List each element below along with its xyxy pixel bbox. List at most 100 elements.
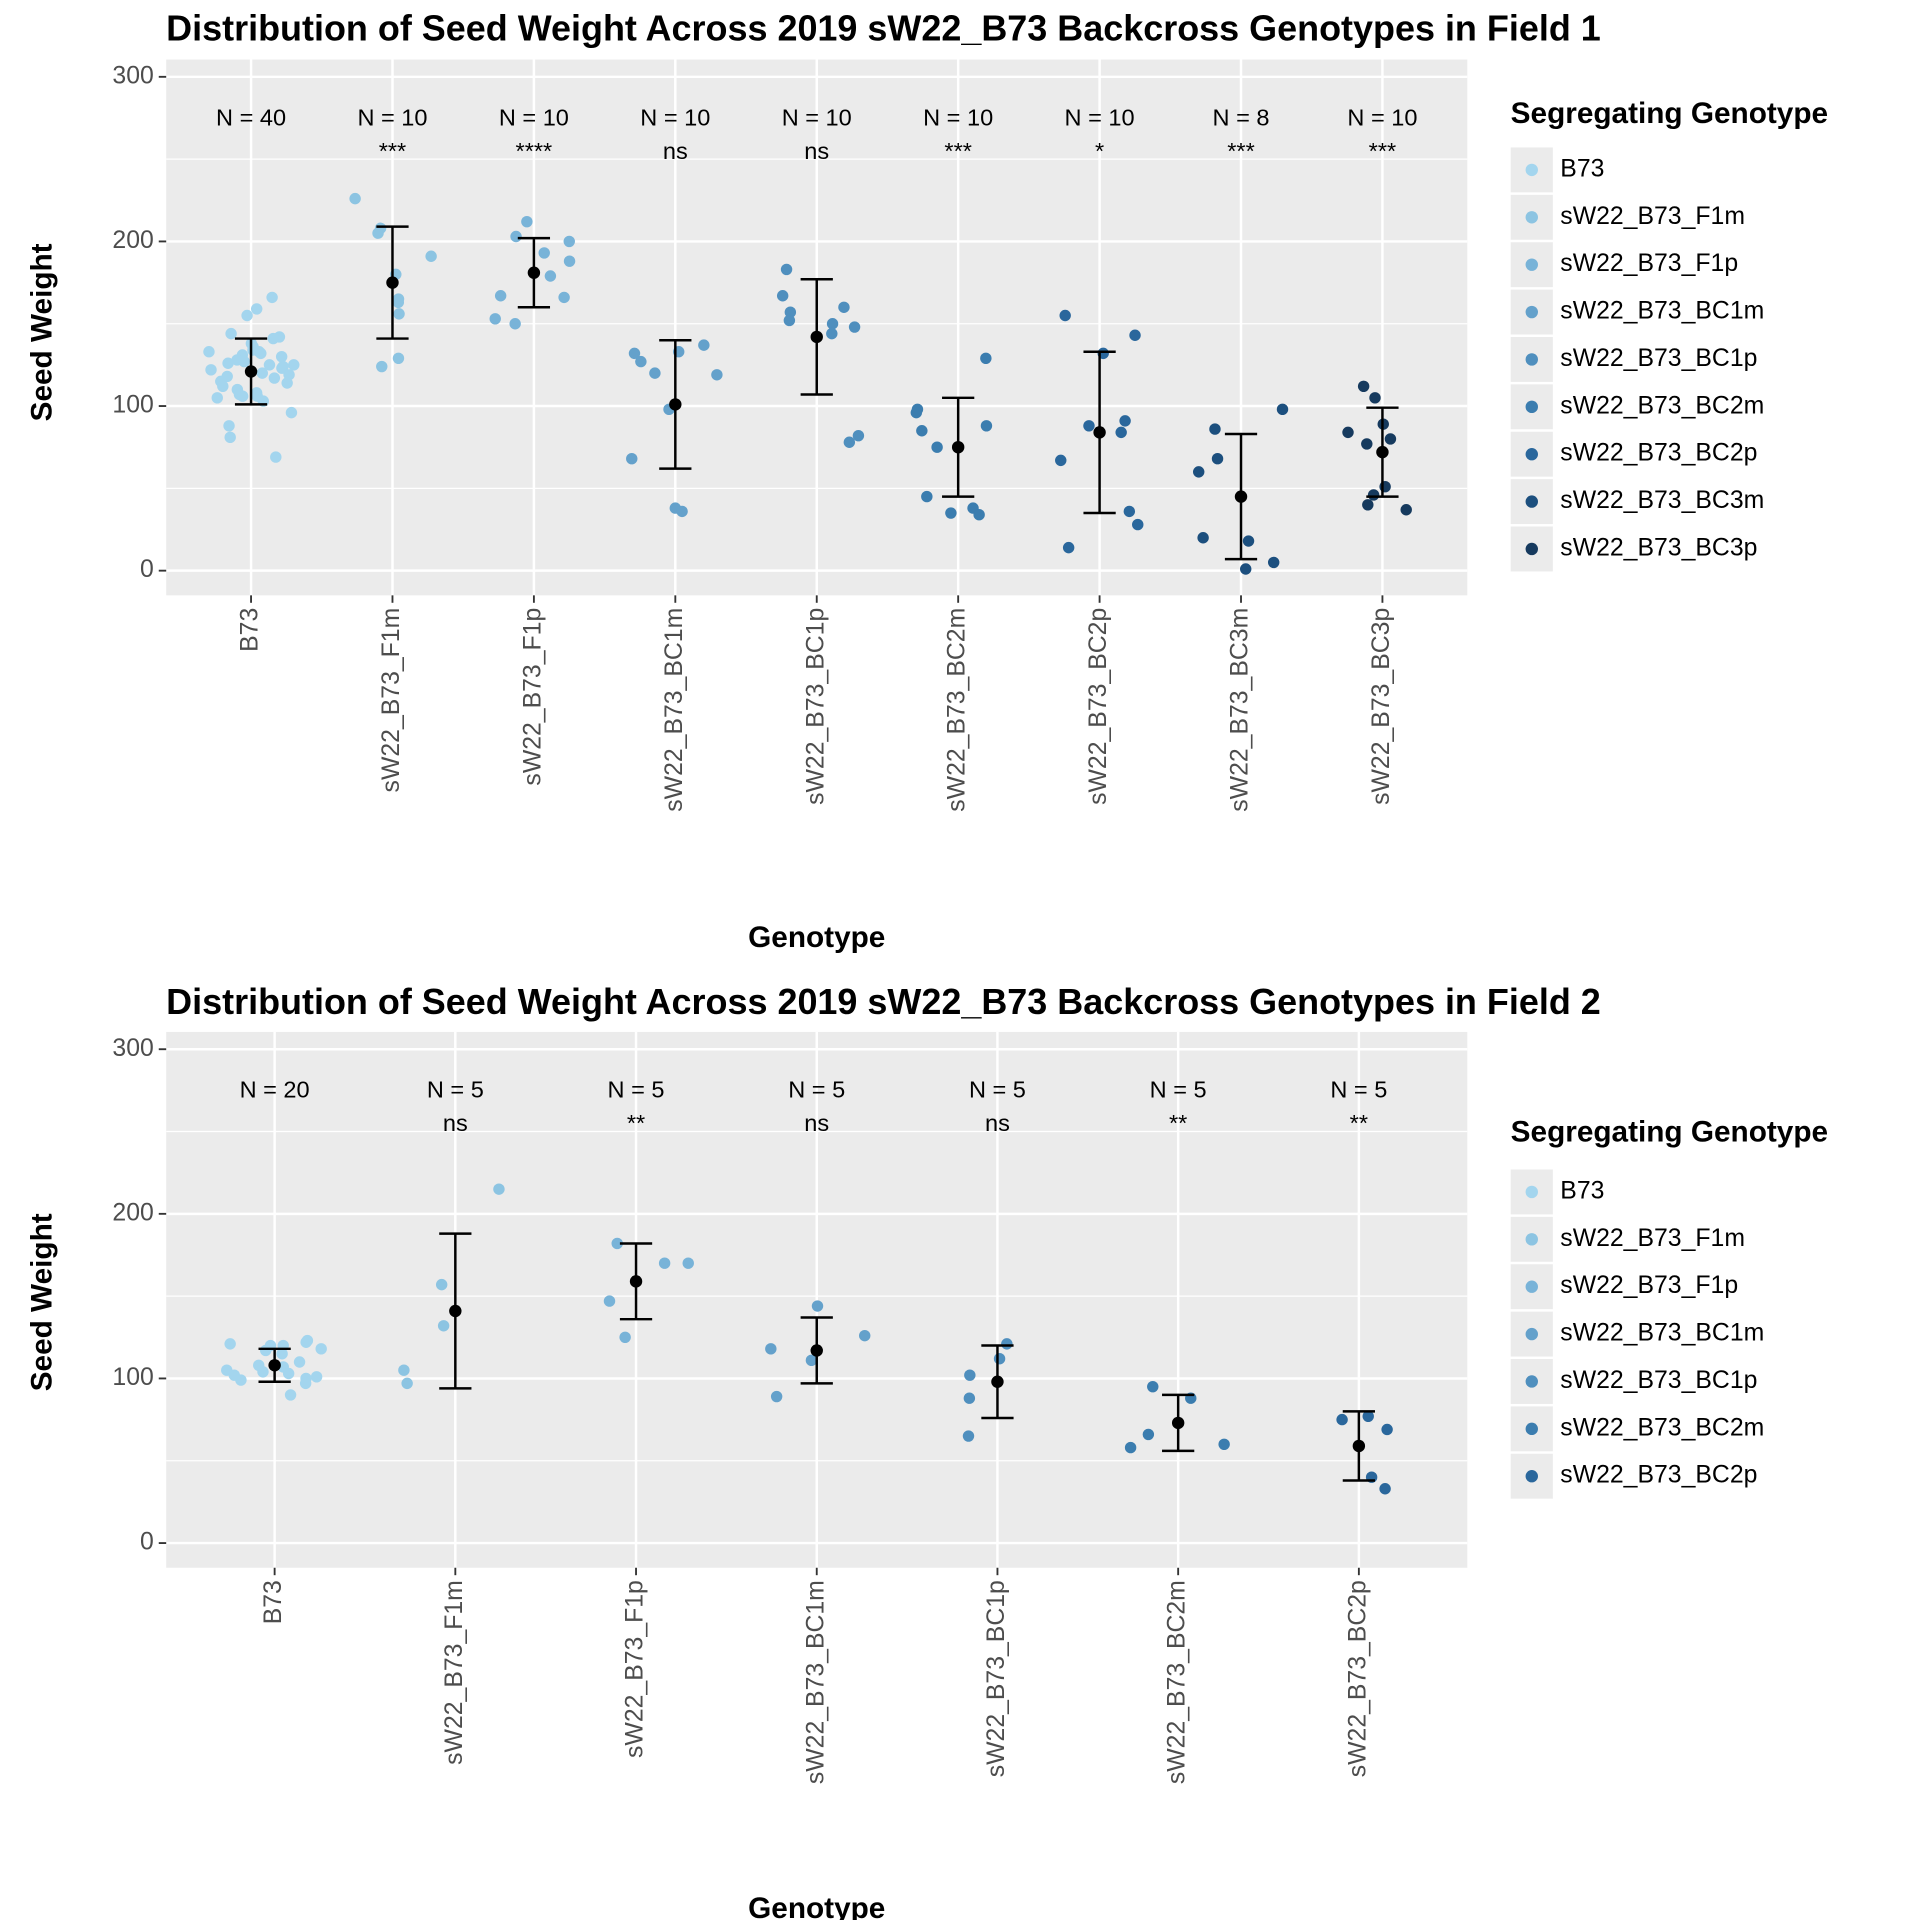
n-label: N = 5	[1330, 1077, 1387, 1103]
data-point	[993, 1352, 1006, 1365]
data-point	[962, 1430, 975, 1442]
data-point	[826, 327, 838, 340]
mean-point	[1376, 445, 1389, 459]
mean-point	[669, 398, 682, 411]
data-point	[398, 1364, 410, 1376]
data-point	[921, 490, 933, 503]
data-point	[563, 235, 575, 248]
n-label: N = 20	[240, 1077, 310, 1103]
data-point	[1193, 466, 1205, 478]
data-point	[392, 352, 405, 365]
data-point	[980, 420, 993, 432]
data-point	[658, 1257, 671, 1269]
data-point	[980, 352, 992, 365]
n-label: N = 10	[1065, 104, 1135, 130]
x-tick-label: B73	[237, 608, 264, 652]
data-point	[281, 377, 293, 389]
y-tick-label: 300	[112, 62, 153, 89]
data-point	[843, 436, 856, 448]
significance-label: **	[1350, 1110, 1368, 1136]
data-point	[1267, 556, 1280, 569]
data-point	[649, 367, 661, 379]
data-point	[1132, 518, 1144, 531]
n-label: N = 10	[499, 104, 569, 130]
mean-point	[1171, 1416, 1185, 1430]
y-axis-title: Seed Weight	[25, 1213, 58, 1391]
significance-label: ***	[1369, 138, 1397, 164]
data-point	[1384, 433, 1397, 445]
data-point	[284, 1389, 297, 1401]
mean-point	[268, 1359, 281, 1372]
data-point	[425, 250, 437, 262]
legend-label: sW22_B73_F1p	[1560, 250, 1738, 277]
data-point	[310, 1371, 323, 1383]
x-tick-label: sW22_B73_BC1m	[661, 608, 688, 812]
x-tick-label: sW22_B73_BC1p	[983, 1580, 1010, 1777]
legend-label: sW22_B73_BC1p	[1560, 1367, 1757, 1394]
x-tick-label: sW22_B73_F1m	[378, 608, 405, 793]
data-point	[558, 291, 570, 304]
data-point	[270, 451, 282, 463]
data-point	[698, 339, 710, 351]
mean-point	[951, 440, 965, 454]
data-point	[223, 420, 235, 432]
data-point	[315, 1343, 327, 1355]
data-point	[401, 1377, 413, 1390]
data-point	[1369, 392, 1381, 404]
n-label: N = 40	[216, 104, 286, 130]
mean-point	[244, 365, 258, 378]
legend-label: sW22_B73_BC1m	[1560, 298, 1764, 325]
data-point	[203, 346, 215, 358]
legend-symbol	[1525, 1375, 1538, 1388]
data-point	[250, 303, 263, 315]
legend-label: sW22_B73_BC2m	[1560, 1414, 1764, 1441]
significance-label: ***	[1227, 138, 1255, 164]
mean-point	[1352, 1439, 1366, 1453]
significance-label: ns	[985, 1110, 1010, 1136]
data-point	[1242, 535, 1255, 547]
mean-point	[629, 1275, 643, 1288]
data-point	[838, 301, 850, 313]
data-point	[910, 406, 923, 419]
data-point	[931, 441, 943, 453]
x-tick-label: sW22_B73_BC2p	[1085, 608, 1112, 805]
data-point	[1211, 453, 1224, 465]
n-label: N = 5	[427, 1077, 484, 1103]
mean-point	[991, 1375, 1004, 1388]
legend-symbol	[1525, 1233, 1538, 1246]
y-tick-label: 0	[140, 556, 154, 583]
data-point	[1142, 1428, 1155, 1441]
significance-label: ns	[804, 138, 829, 164]
n-label: N = 10	[923, 104, 993, 130]
data-point	[1055, 454, 1067, 467]
data-point	[293, 1356, 306, 1368]
legend-label: sW22_B73_BC3p	[1560, 535, 1757, 562]
legend-symbol	[1525, 1422, 1538, 1436]
data-point	[300, 1336, 312, 1348]
legend-symbol	[1525, 1327, 1538, 1341]
data-point	[235, 1374, 247, 1386]
data-point	[282, 1367, 295, 1380]
legend-label: sW22_B73_BC3m	[1560, 487, 1764, 514]
mean-point	[1093, 426, 1106, 439]
data-point	[263, 359, 276, 371]
significance-label: **	[1169, 1110, 1187, 1136]
data-point	[780, 263, 793, 276]
data-point	[1362, 1410, 1374, 1423]
data-point	[217, 380, 229, 392]
data-point	[255, 347, 267, 360]
data-point	[1059, 309, 1071, 322]
data-point	[224, 431, 236, 444]
data-point	[349, 192, 361, 205]
data-point	[848, 321, 861, 333]
n-label: N = 5	[788, 1077, 845, 1103]
legend-symbol	[1525, 1185, 1538, 1199]
data-point	[257, 1366, 269, 1378]
data-point	[611, 1237, 623, 1250]
data-point	[852, 429, 865, 442]
data-point	[805, 1354, 818, 1367]
significance-label: ***	[944, 138, 972, 164]
data-point	[945, 507, 957, 519]
y-tick-label: 200	[112, 1199, 153, 1226]
